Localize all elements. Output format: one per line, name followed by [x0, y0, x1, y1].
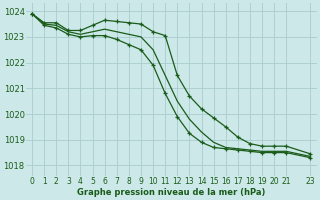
X-axis label: Graphe pression niveau de la mer (hPa): Graphe pression niveau de la mer (hPa) — [77, 188, 266, 197]
